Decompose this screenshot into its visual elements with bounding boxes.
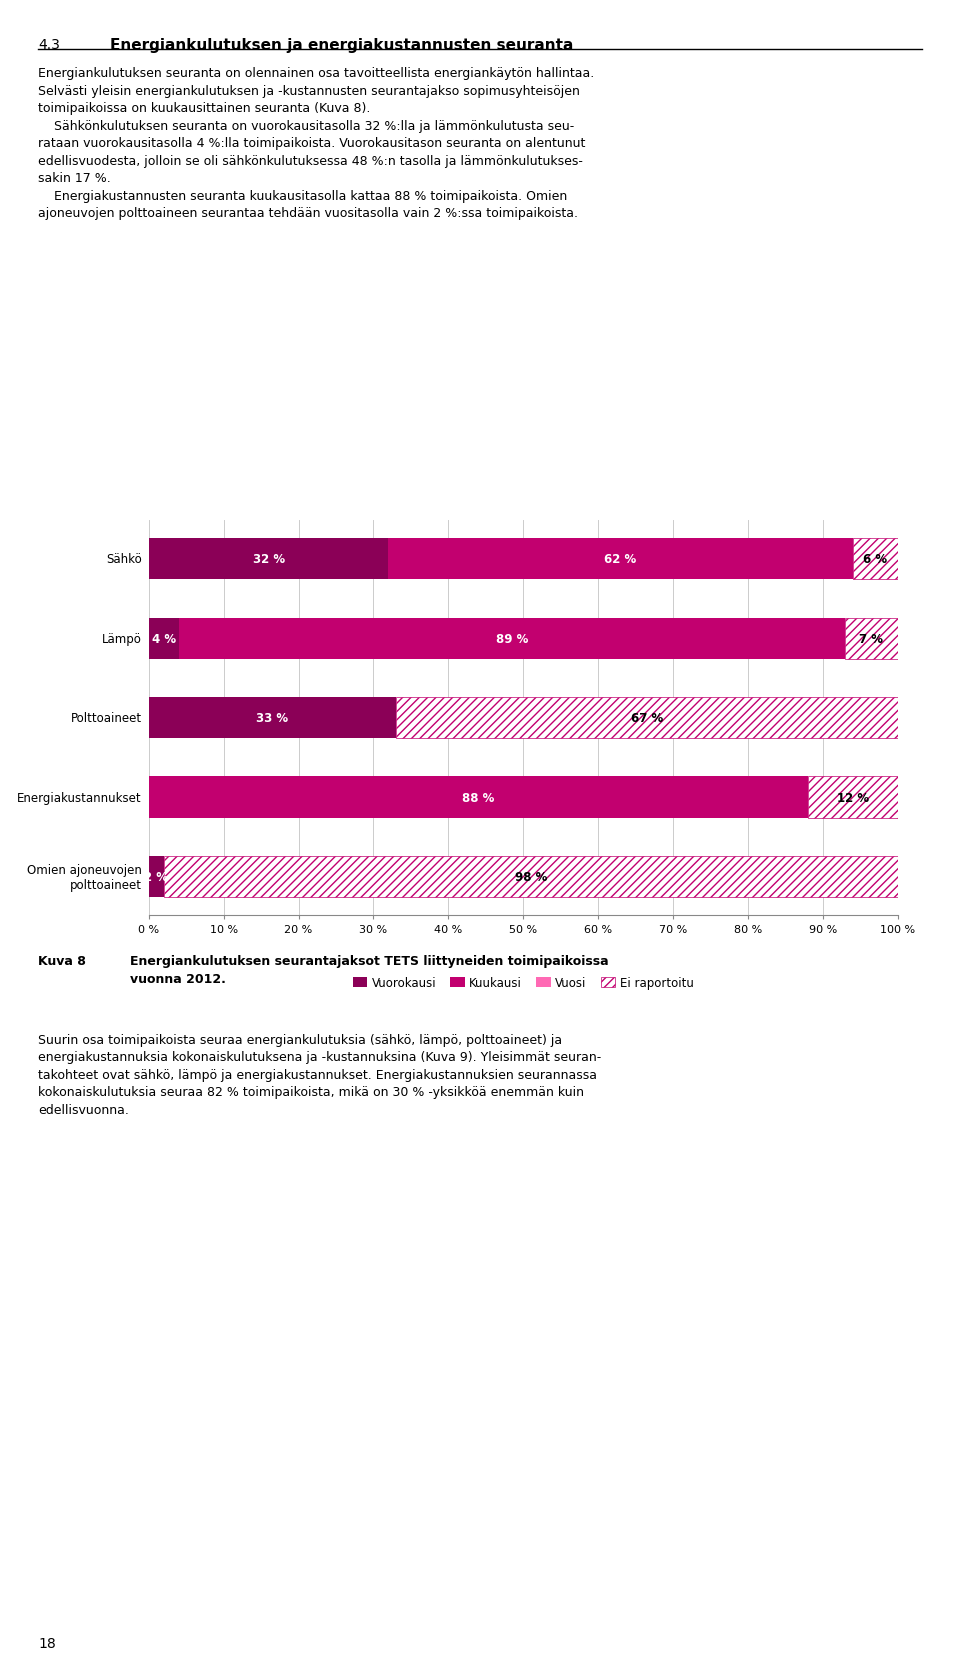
Text: 2 %: 2 % — [144, 870, 168, 884]
Text: Energiankulutuksen ja energiakustannusten seuranta: Energiankulutuksen ja energiakustannuste… — [110, 39, 574, 52]
Text: Kuva 8: Kuva 8 — [38, 954, 86, 968]
Text: 4.3: 4.3 — [38, 39, 60, 52]
Text: 67 %: 67 % — [631, 712, 662, 724]
Text: 88 %: 88 % — [462, 791, 494, 805]
Text: 62 %: 62 % — [605, 553, 636, 566]
Bar — [845, 618, 898, 660]
Text: 32 %: 32 % — [252, 553, 285, 566]
Bar — [807, 776, 898, 818]
Bar — [164, 857, 898, 897]
Text: 89 %: 89 % — [495, 632, 528, 645]
Text: 33 %: 33 % — [256, 712, 288, 724]
Text: 18: 18 — [38, 1636, 56, 1650]
Text: 7 %: 7 % — [859, 632, 883, 645]
Bar — [149, 618, 179, 660]
Bar — [149, 697, 396, 739]
Bar — [149, 776, 807, 818]
Text: 12 %: 12 % — [836, 791, 869, 805]
Text: 98 %: 98 % — [515, 870, 547, 884]
Bar — [149, 539, 389, 580]
Text: Energiankulutuksen seuranta on olennainen osa tavoitteellista energiankäytön hal: Energiankulutuksen seuranta on olennaine… — [38, 67, 594, 220]
Bar — [149, 857, 164, 897]
Bar — [852, 539, 898, 580]
Text: 6 %: 6 % — [863, 553, 887, 566]
Bar — [396, 697, 898, 739]
Legend: Vuorokausi, Kuukausi, Vuosi, Ei raportoitu: Vuorokausi, Kuukausi, Vuosi, Ei raportoi… — [349, 973, 697, 993]
Text: Energiankulutuksen seurantajaksot TETS liittyneiden toimipaikoissa
vuonna 2012.: Energiankulutuksen seurantajaksot TETS l… — [130, 954, 609, 984]
Text: Suurin osa toimipaikoista seuraa energiankulutuksia (sähkö, lämpö, polttoaineet): Suurin osa toimipaikoista seuraa energia… — [38, 1033, 602, 1116]
Bar — [179, 618, 845, 660]
Bar — [389, 539, 852, 580]
Text: 4 %: 4 % — [152, 632, 176, 645]
